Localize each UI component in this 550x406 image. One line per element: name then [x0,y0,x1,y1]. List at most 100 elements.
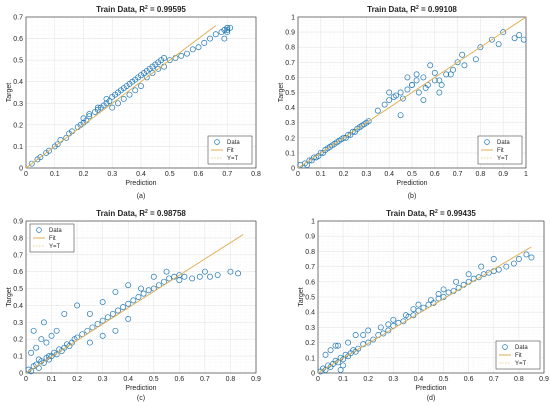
data-point [99,317,106,324]
legend-label: Fit [227,148,234,154]
y-tick-label: 0.9 [305,234,315,241]
data-point [324,145,331,152]
y-tick-label: 0.1 [285,150,295,157]
x-tick-label: 0.8 [251,171,261,178]
data-point [356,124,363,131]
data-point [112,288,119,295]
data-point [390,316,397,323]
data-point [143,74,150,81]
data-point [120,96,127,102]
data-point [53,351,60,358]
data-point [30,327,37,334]
y-tick-label: 0.8 [13,235,23,242]
chart-title: Train Data, R2 = 0.99108 [367,5,457,14]
data-point [126,91,133,98]
x-tick-label: 0.7 [489,376,499,383]
data-point [89,324,96,331]
data-point [345,339,352,346]
x-tick-label: 0.6 [464,376,474,383]
data-point [43,339,50,346]
data-point [500,29,507,36]
y-axis-label: Target [278,83,285,103]
data-point [495,266,502,273]
chart-panel-4: 0 0.1 0.2 0.3 0.4 0.5 0.6 0.7 0.8 0.9 0 0.1 0.2 0.3 0.… [298,209,549,402]
data-point [86,113,93,120]
y-tick-label: 1 [291,15,295,22]
y-tick-label: 0.2 [305,340,315,347]
data-point [475,274,482,281]
data-point [224,24,231,31]
data-point [28,349,35,356]
y-tick-label: 0.7 [13,15,23,22]
data-point [329,142,336,149]
legend-label: Y=T [227,156,239,162]
chart-title: Train Data, R2 = 0.98758 [96,209,186,218]
x-tick-label: 0.1 [316,171,326,178]
x-tick-label: 0.2 [339,171,349,178]
x-tick-label: 0.5 [439,376,449,383]
data-point [189,275,196,282]
yt-line [317,246,532,374]
x-tick-label: 0.4 [136,171,146,178]
legend-label: Y=T [49,244,61,250]
data-point [495,41,502,48]
data-point [207,273,213,280]
legend-label: Y=T [515,361,527,367]
data-point [53,327,60,334]
x-tick-label: 0.7 [222,171,232,178]
y-tick-label: 0.6 [13,269,23,276]
data-point [503,263,510,270]
data-point [33,344,40,351]
x-axis-label: Prediction [415,385,446,392]
data-point [224,29,231,36]
x-axis-label: Prediction [125,180,156,187]
y-tick-label: 0.4 [305,310,315,317]
x-tick-label: 0.3 [107,171,117,178]
yt-line [25,234,244,374]
chart-title: Train Data, R2 = 0.99435 [386,209,476,218]
x-tick-label: 0.6 [174,376,184,383]
data-point [46,147,52,154]
y-tick-label: 0.4 [13,303,23,310]
x-tick-label: 0.6 [430,171,440,178]
x-tick-label: 0.1 [50,171,60,178]
x-tick-label: 0.5 [165,171,175,178]
data-point [370,336,377,343]
y-tick-label: 0 [291,166,295,173]
y-tick-label: 0.7 [285,60,295,67]
x-tick-label: 0.1 [338,376,348,383]
data-point [80,115,87,122]
data-point [109,104,116,111]
data-point [115,100,121,107]
x-tick-label: 0.8 [226,376,236,383]
data-point [415,301,422,308]
y-tick-label: 0.9 [285,30,295,37]
data-point [163,268,170,275]
y-tick-label: 0.4 [285,105,295,112]
legend-label: Y=T [497,156,509,162]
axes-box [317,220,545,374]
y-tick-label: 0 [311,371,315,378]
data-point [161,278,167,285]
y-tick-label: 0.2 [13,337,23,344]
x-tick-label: 0.8 [514,376,524,383]
y-tick-label: 0.3 [13,320,23,327]
panel-caption: (d) [427,395,436,402]
chart-panel-3: 0 0.1 0.2 0.3 0.4 0.5 0.6 0.7 0.8 0.9 0 0.1 0.2 0.3 0.… [6,209,261,402]
legend-label: Data [515,345,528,351]
y-tick-label: 0.6 [285,75,295,82]
data-point [410,306,417,313]
data-point [166,275,173,282]
data-point [355,345,362,352]
data-point [86,339,93,346]
y-tick-label: 0 [19,371,23,378]
y-tick-label: 0.3 [13,101,23,108]
x-tick-label: 0.7 [200,376,210,383]
data-point [436,77,443,84]
data-point [178,52,185,59]
data-point [74,302,81,309]
data-point [150,273,157,280]
data-point [54,141,61,148]
